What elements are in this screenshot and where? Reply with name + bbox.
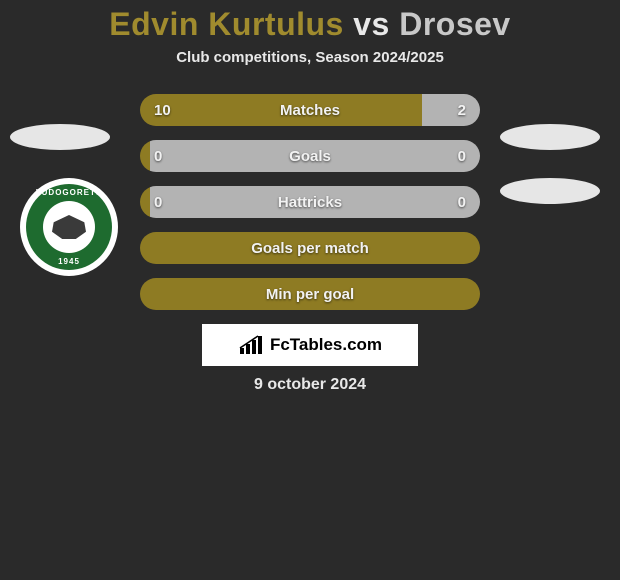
stat-bar: Goals per match: [140, 232, 480, 264]
stat-label: Goals per match: [140, 240, 480, 257]
player1-name: Edvin Kurtulus: [109, 6, 344, 42]
club-badge-name: LUDOGORETS: [36, 188, 102, 197]
stats-bars: 102Matches 00Goals 00Hattricks Goals per ma…: [140, 94, 480, 310]
eagle-icon: [52, 215, 86, 239]
stat-label: Goals: [140, 148, 480, 165]
stat-bar: Min per goal: [140, 278, 480, 310]
player1-photo-placeholder: [10, 124, 110, 150]
stat-bar: 00Hattricks: [140, 186, 480, 218]
stat-label: Matches: [140, 102, 480, 119]
player1-club-badge: LUDOGORETS 1945: [20, 178, 118, 276]
bars-icon: [238, 334, 264, 356]
subtitle: Club competitions, Season 2024/2025: [0, 49, 620, 66]
stat-label: Hattricks: [140, 194, 480, 211]
brand-badge: FcTables.com: [202, 324, 418, 366]
player2-photo-placeholder: [500, 124, 600, 150]
club-badge-year: 1945: [58, 257, 80, 266]
stat-bar: 00Goals: [140, 140, 480, 172]
vs-separator: vs: [353, 6, 390, 42]
comparison-title: Edvin Kurtulus vs Drosev: [0, 6, 620, 43]
player2-club-placeholder: [500, 178, 600, 204]
player2-name: Drosev: [399, 6, 511, 42]
stat-label: Min per goal: [140, 286, 480, 303]
stat-bar: 102Matches: [140, 94, 480, 126]
brand-text: FcTables.com: [270, 335, 382, 355]
date-text: 9 october 2024: [0, 376, 620, 394]
